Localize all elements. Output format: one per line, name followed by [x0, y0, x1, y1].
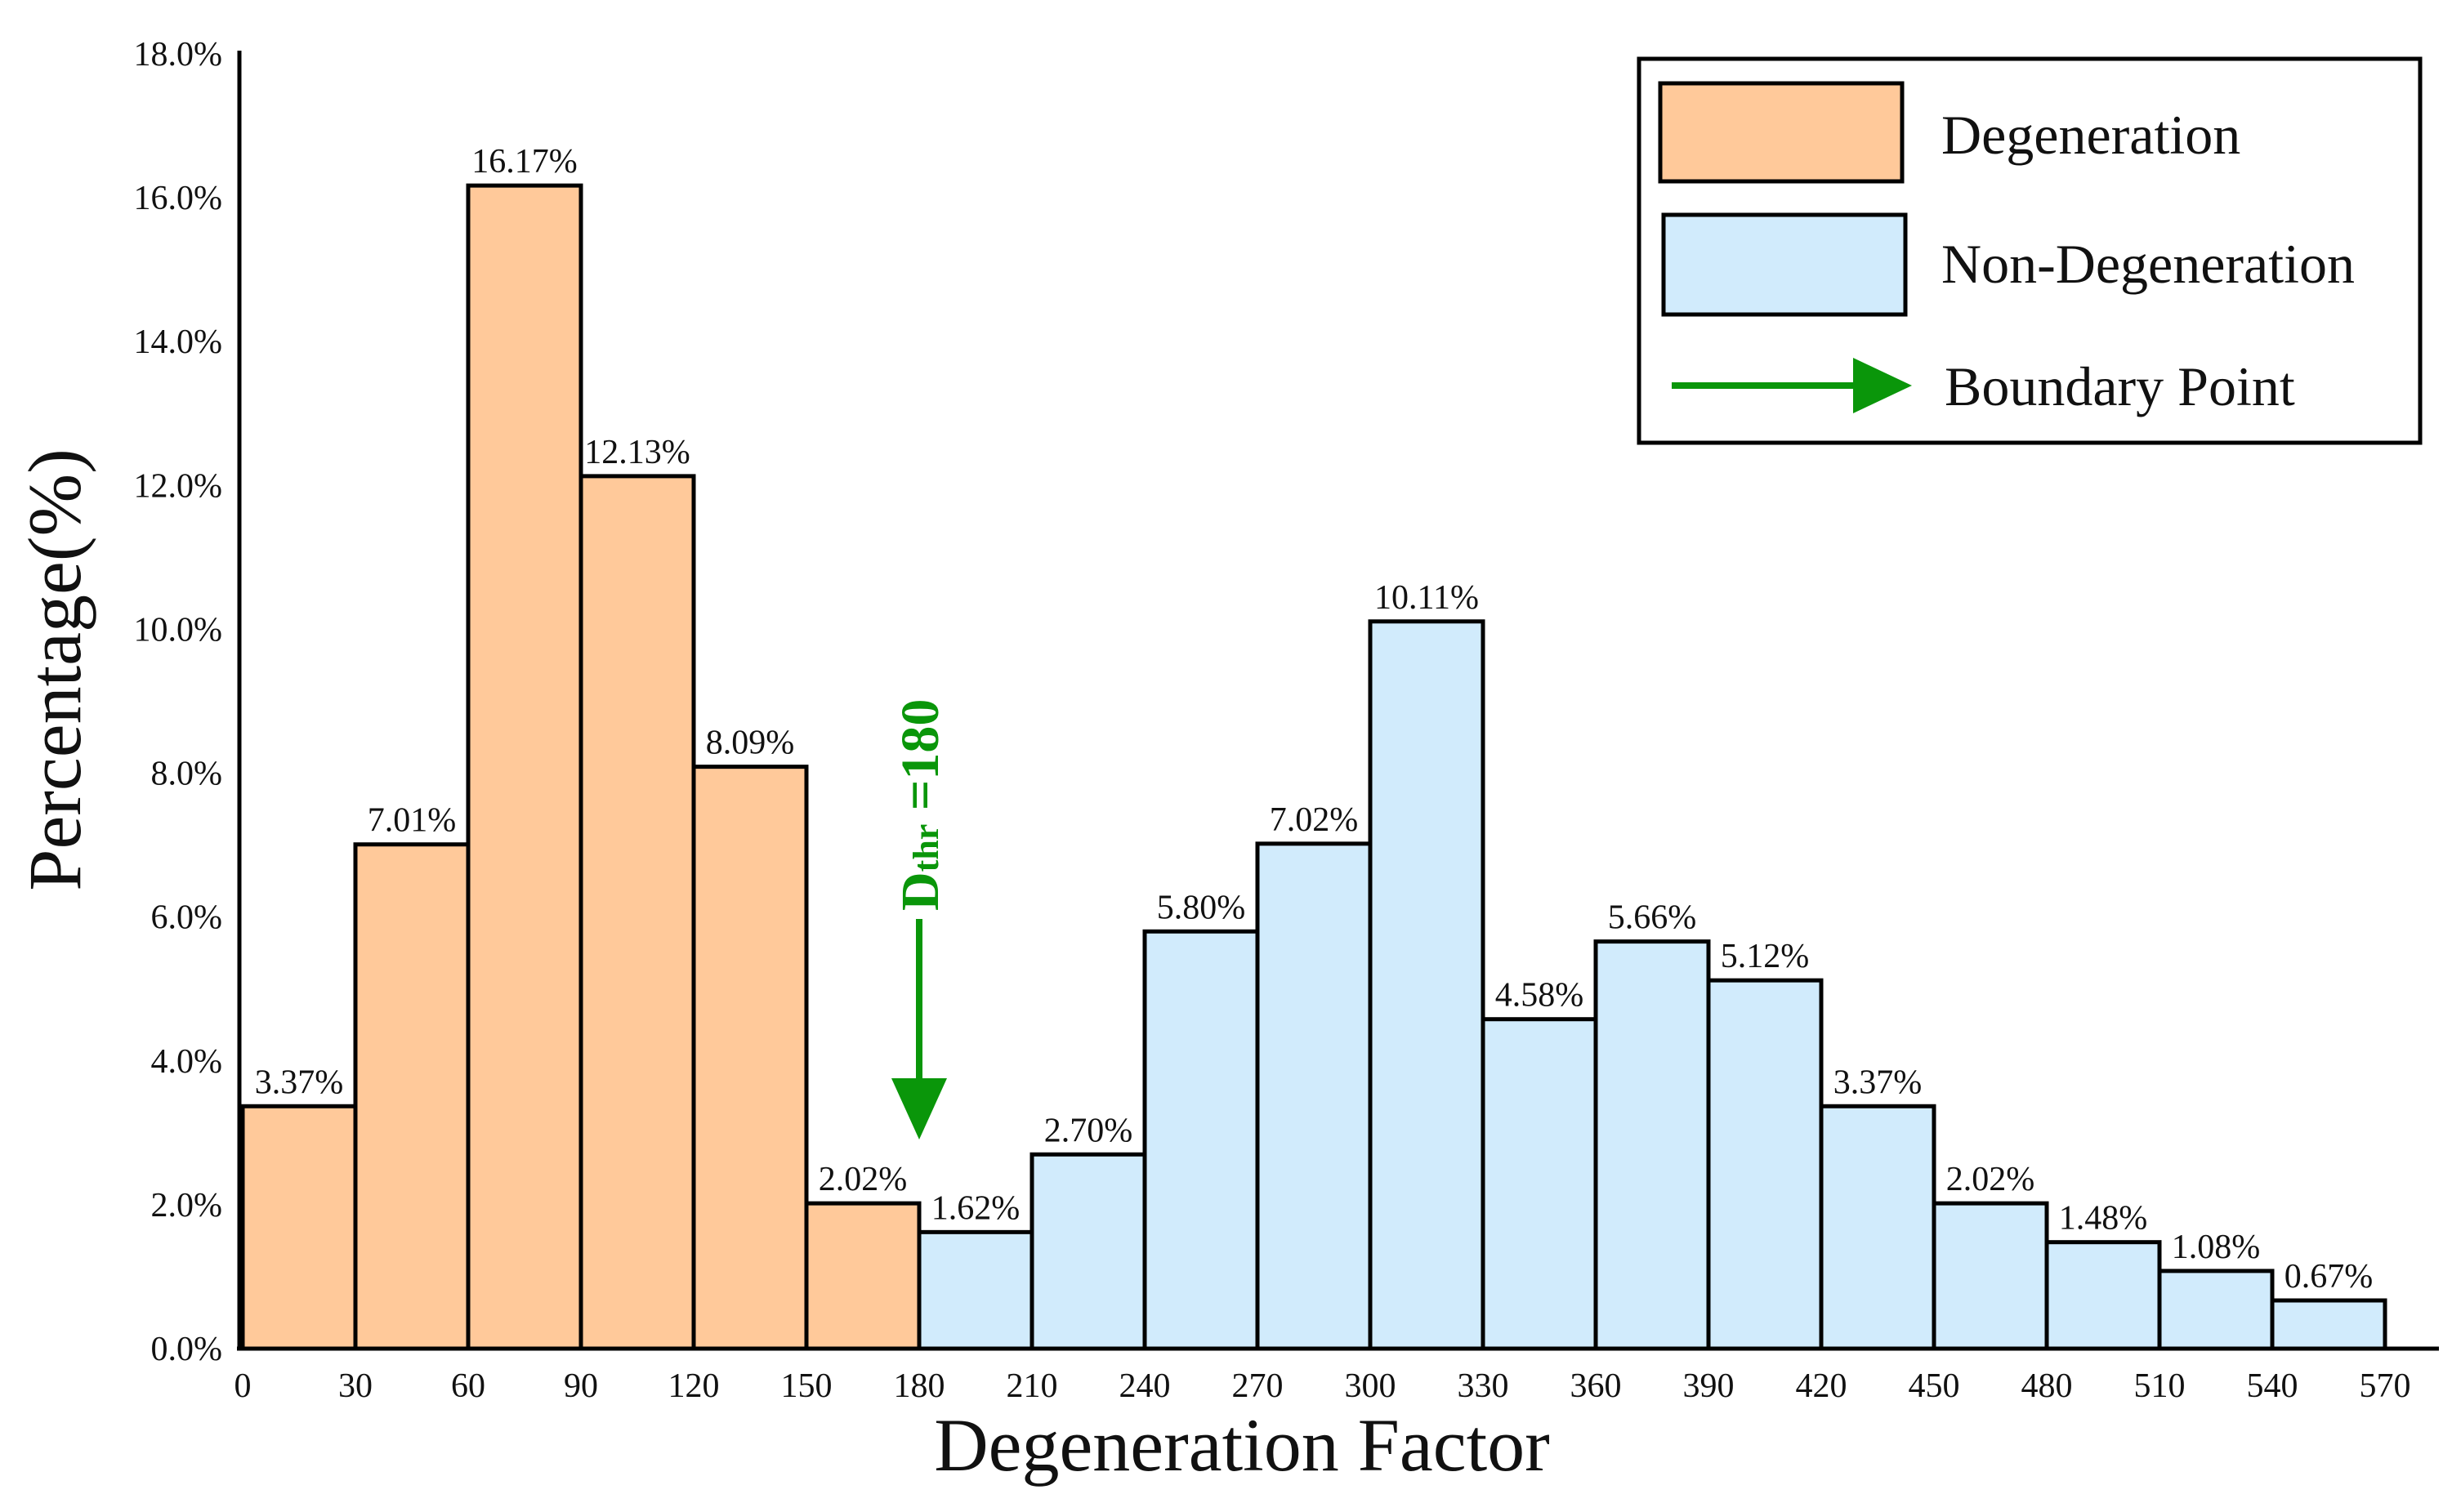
x-tick-labels: 0 30 60 90 120 150 180 210 240 270 300 330 360 390 420… [234, 1367, 2411, 1405]
bar-value-label: 2.02% [1946, 1161, 2035, 1198]
x-tick-label: 210 [1007, 1367, 1058, 1405]
legend-arrow-icon [1853, 358, 1912, 413]
x-tick-label: 570 [2360, 1367, 2411, 1405]
x-tick-label: 480 [2021, 1367, 2073, 1405]
bar-value-label: 8.09% [706, 725, 795, 762]
y-tick-label: 8.0% [151, 756, 223, 793]
bar-non-degeneration [1932, 1201, 2049, 1351]
bar-non-degeneration [1819, 1104, 1936, 1351]
legend-label-degeneration: Degeneration [1941, 104, 2240, 166]
bar-value-label: 1.48% [2059, 1200, 2148, 1238]
boundary-annotation: Dthr =180 [891, 699, 950, 1140]
bar-value-label: 0.67% [2285, 1258, 2374, 1296]
bar-degeneration [353, 842, 471, 1351]
bar-value-label: 4.58% [1495, 977, 1584, 1015]
x-tick-label: 30 [338, 1367, 373, 1405]
bar-value-label: 7.01% [368, 802, 457, 840]
x-tick-label: 240 [1119, 1367, 1171, 1405]
y-tick-label: 12.0% [134, 467, 223, 505]
legend-label-boundary-point: Boundary Point [1945, 355, 2295, 417]
bar-value-label: 2.70% [1044, 1112, 1133, 1149]
bar-value-label: 1.08% [2172, 1229, 2261, 1266]
bar-value-label: 5.80% [1157, 889, 1246, 926]
bar-value-label: 3.37% [255, 1064, 344, 1101]
bar-non-degeneration [2157, 1269, 2275, 1351]
y-tick-label: 14.0% [134, 323, 223, 361]
x-axis-title: Degeneration Factor [934, 1403, 1550, 1487]
x-tick-label: 180 [894, 1367, 945, 1405]
bar-non-degeneration [1029, 1152, 1147, 1351]
x-tick-label: 270 [1232, 1367, 1284, 1405]
legend-label-non-degeneration: Non-Degeneration [1941, 233, 2355, 295]
bar-non-degeneration [1142, 929, 1260, 1351]
y-tick-label: 2.0% [151, 1187, 223, 1224]
bar-degeneration [578, 474, 696, 1351]
x-tick-label: 150 [781, 1367, 833, 1405]
y-tick-label: 10.0% [134, 611, 223, 649]
x-tick-label: 0 [234, 1367, 252, 1405]
bar-non-degeneration [1481, 1017, 1598, 1351]
bar-degeneration [240, 1104, 358, 1351]
bar-degeneration [804, 1201, 922, 1351]
y-tick-label: 4.0% [151, 1043, 223, 1081]
y-axis-title: Percentage(%) [13, 448, 96, 890]
bar-value-label: 5.12% [1721, 938, 1810, 975]
y-tick-label: 0.0% [151, 1331, 223, 1368]
bar-value-label: 12.13% [584, 434, 690, 471]
x-tick-label: 90 [564, 1367, 598, 1405]
bar-non-degeneration [2270, 1298, 2387, 1351]
bar-value-label: 7.02% [1270, 801, 1359, 839]
x-tick-label: 330 [1458, 1367, 1509, 1405]
boundary-label-sub: thr [906, 824, 946, 872]
x-tick-label: 60 [451, 1367, 485, 1405]
bar-data-labels: 3.37% 7.01% 16.17% 12.13% 8.09% 2.02% 1.62% 2.7… [255, 143, 2374, 1296]
bar-value-label: 10.11% [1374, 579, 1479, 617]
bar-value-label: 16.17% [471, 143, 578, 181]
bar-non-degeneration [917, 1229, 1034, 1351]
legend: Degeneration Non-Degeneration Boundary P… [1637, 56, 2423, 445]
boundary-arrow-head [891, 1078, 947, 1140]
y-tick-label: 6.0% [151, 899, 223, 937]
y-tick-labels: 0.0% 2.0% 4.0% 6.0% 8.0% 10.0% 12.0% 14.0% 16.0%… [134, 36, 223, 1368]
boundary-label-main: D [891, 872, 950, 911]
y-tick-label: 18.0% [134, 36, 223, 74]
bar-non-degeneration [1368, 619, 1485, 1351]
bar-degeneration [466, 183, 583, 1351]
bar-value-label: 5.66% [1608, 899, 1697, 937]
legend-swatch-non-degeneration [1661, 212, 1908, 317]
bar-non-degeneration [1706, 978, 1824, 1351]
x-tick-label: 300 [1345, 1367, 1396, 1405]
bar-non-degeneration [1255, 841, 1373, 1351]
x-tick-label: 450 [1909, 1367, 1960, 1405]
bar-value-label: 3.37% [1833, 1064, 1923, 1101]
x-tick-label: 540 [2247, 1367, 2298, 1405]
x-tick-label: 420 [1796, 1367, 1847, 1405]
legend-swatch-degeneration [1658, 81, 1905, 184]
x-tick-label: 360 [1570, 1367, 1622, 1405]
bar-non-degeneration [2044, 1240, 2162, 1351]
bar-degeneration [691, 765, 809, 1351]
boundary-threshold-label: Dthr =180 [891, 699, 950, 911]
x-tick-label: 390 [1683, 1367, 1735, 1405]
bars-group [240, 183, 2387, 1351]
y-tick-label: 16.0% [134, 180, 223, 217]
x-tick-label: 120 [668, 1367, 720, 1405]
bar-non-degeneration [1593, 939, 1711, 1351]
bar-value-label: 2.02% [819, 1161, 908, 1198]
bar-value-label: 1.62% [931, 1189, 1021, 1227]
boundary-label-value: =180 [891, 699, 950, 824]
x-tick-label: 510 [2134, 1367, 2186, 1405]
